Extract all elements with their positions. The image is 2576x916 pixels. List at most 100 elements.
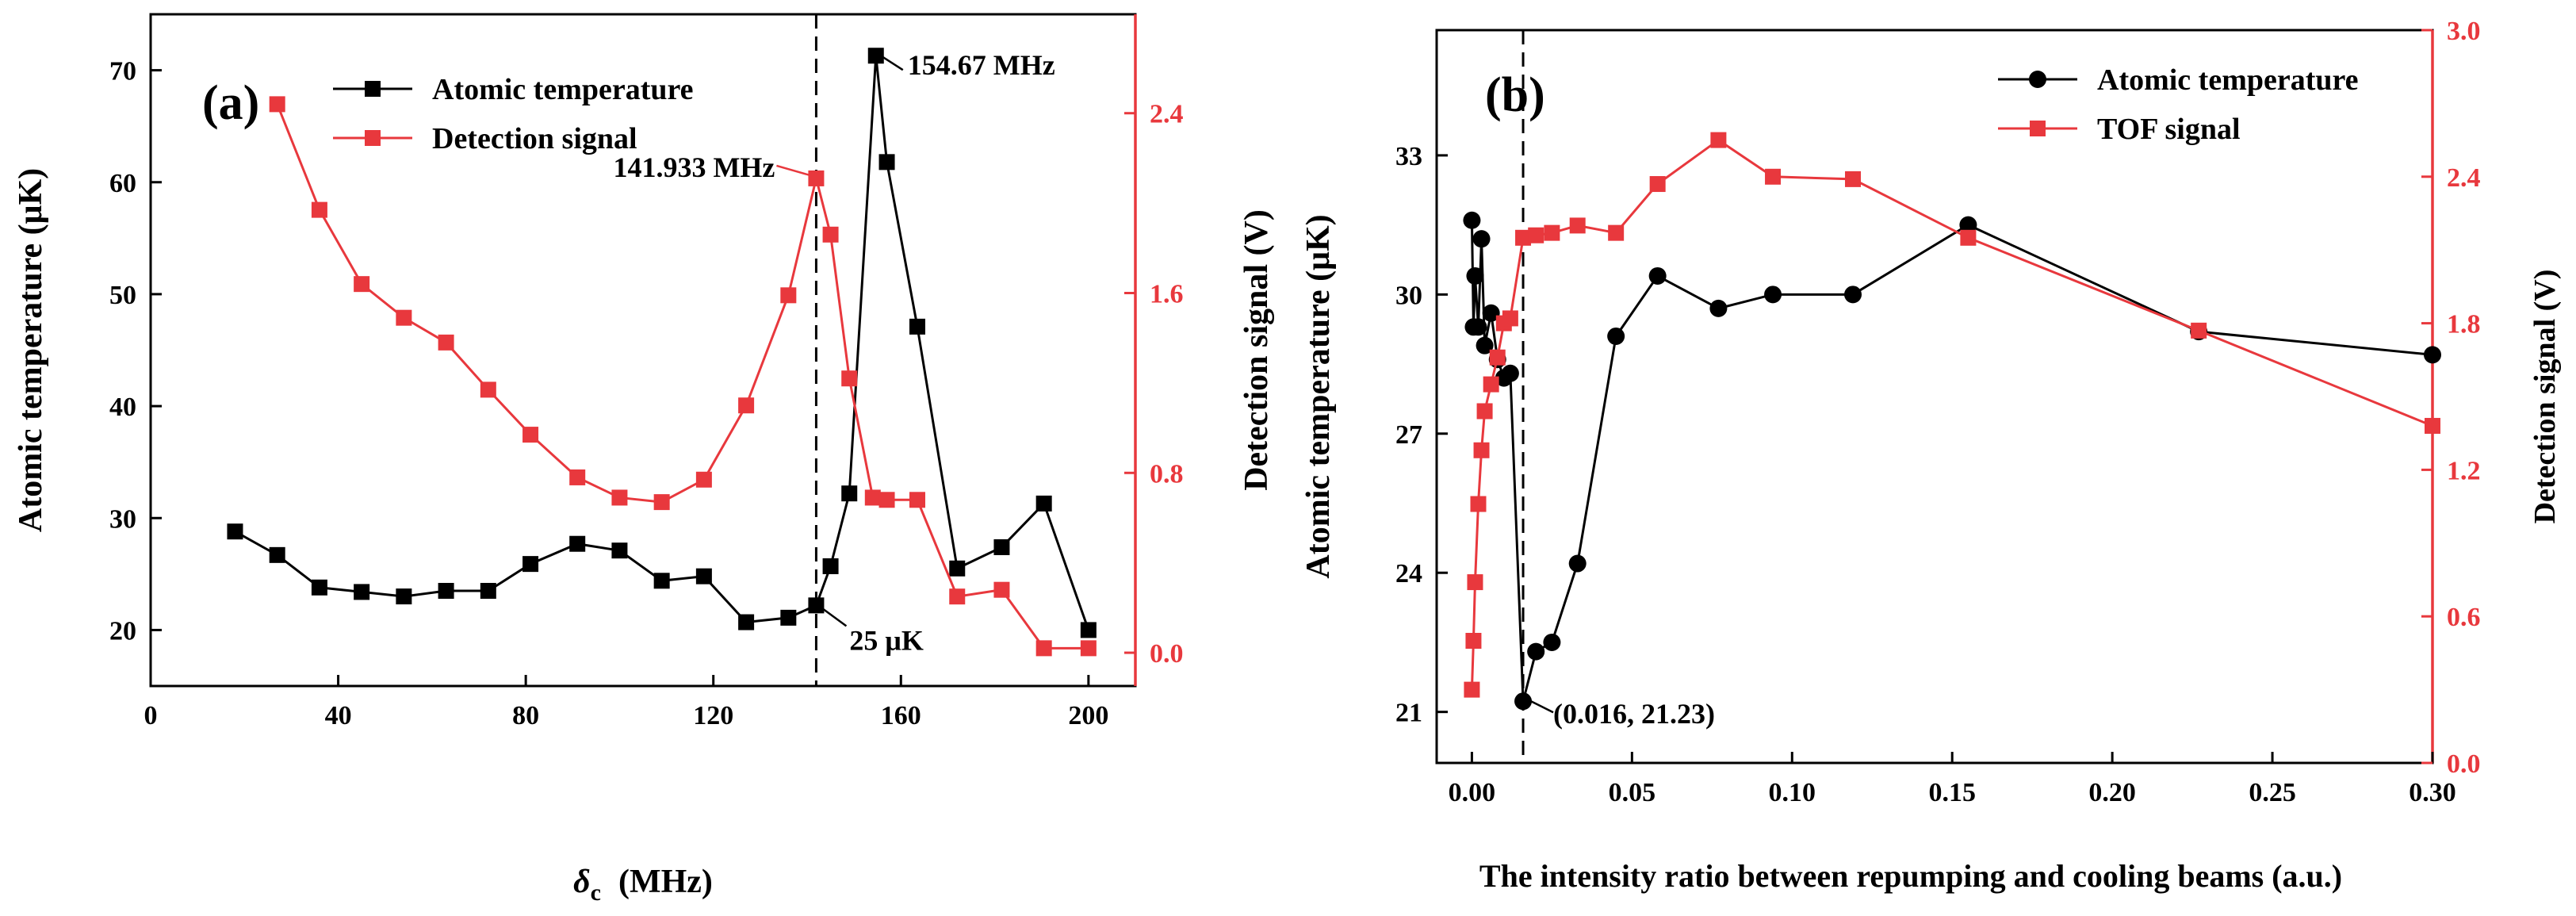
data-point (354, 584, 370, 600)
data-point (1607, 327, 1625, 345)
data-point (1466, 266, 1484, 285)
y-right-tick-label: 1.6 (1150, 279, 1184, 309)
data-point (1470, 496, 1487, 512)
x-axis-unit: (MHz) (618, 864, 713, 900)
y-left-tick-label: 20 (109, 616, 136, 646)
y-right-tick-label: 1.8 (2447, 310, 2481, 339)
x-tick-label: 0.05 (1609, 778, 1656, 807)
data-point (1035, 640, 1052, 657)
data-point (1960, 229, 1977, 246)
data-point (1543, 633, 1561, 651)
data-point (695, 568, 712, 584)
data-point (808, 170, 825, 186)
data-point (569, 535, 586, 552)
data-point (780, 609, 797, 626)
data-point (569, 469, 586, 485)
data-point (949, 588, 966, 605)
annotation-peak-label: 154.67 MHz (908, 49, 1055, 81)
annotation-signal-label: 141.933 MHz (613, 151, 775, 183)
panel-b: 0.00 0.05 0.10 0.15 0.20 0.25 0.30 21 24 27 30 33 0.… (1300, 17, 2562, 894)
data-point (1844, 286, 1862, 304)
data-point (1765, 168, 1782, 185)
data-point (780, 287, 797, 304)
data-point (1080, 640, 1097, 657)
data-point (1489, 349, 1506, 366)
data-point (878, 492, 895, 508)
y-left-axis-title: Atomic temperature (μK) (13, 168, 49, 532)
annotation-leader (880, 55, 904, 71)
y-left-axis-title: Atomic temperature (μK) (1300, 214, 1337, 578)
data-point (1569, 217, 1586, 234)
data-point (695, 471, 712, 488)
data-point (1514, 692, 1533, 711)
x-tick-label: 200 (1068, 701, 1108, 730)
data-point (909, 318, 925, 335)
data-point (1959, 216, 1977, 234)
data-point (311, 201, 327, 218)
y-right-tick-label: 0.8 (1150, 459, 1184, 489)
data-point (878, 154, 895, 171)
data-point (522, 427, 539, 443)
y-right-axis-title: Detection signal (V) (2528, 270, 2562, 524)
data-point (1469, 318, 1487, 336)
y-left-tick-label: 50 (109, 281, 136, 310)
x-tick-label: 0.30 (2409, 778, 2456, 807)
y-right-tick-label: 0.0 (2447, 749, 2481, 779)
x-tick-label: 0.20 (2088, 778, 2136, 807)
x-tick-label: 0.25 (2249, 778, 2296, 807)
y-left-tick-label: 33 (1395, 142, 1422, 171)
panel-label: (a) (202, 76, 259, 130)
legend-label: Atomic temperature (432, 73, 694, 106)
x-tick-label: 0 (144, 701, 158, 730)
annotation-leader (1530, 700, 1554, 714)
data-point (2424, 346, 2441, 364)
data-point (1465, 633, 1482, 649)
data-point (1845, 171, 1862, 187)
data-point (808, 597, 825, 614)
legend-label: TOF signal (2097, 113, 2241, 146)
data-point (841, 370, 858, 387)
data-point (480, 583, 496, 600)
y-right-tick-label: 2.4 (2447, 163, 2481, 193)
data-point (396, 588, 412, 605)
y-right-tick-label: 3.0 (2447, 17, 2481, 46)
data-point (480, 381, 496, 398)
data-point (1463, 211, 1481, 229)
data-point (841, 485, 858, 502)
data-point (993, 581, 1010, 598)
legend-marker (365, 130, 381, 146)
data-point (1502, 310, 1518, 327)
annotation-temp-label: 25 μK (849, 624, 923, 656)
series-line-signal (1470, 138, 2433, 690)
legend-marker (2030, 121, 2046, 136)
y-left-tick-label: 30 (1395, 281, 1422, 310)
plot-frame (1435, 29, 2434, 765)
data-point (1080, 622, 1097, 638)
y-left-tick-label: 40 (109, 393, 136, 422)
data-point (864, 489, 881, 506)
y-left-tick-label: 30 (109, 504, 136, 534)
data-point (1527, 642, 1545, 661)
data-point (653, 573, 670, 589)
data-point (738, 614, 755, 630)
x-axis-title: δc (MHz) (573, 864, 713, 906)
legend-marker (365, 81, 381, 97)
legend-marker (2029, 71, 2046, 88)
legend-label: Detection signal (432, 122, 637, 155)
data-point (396, 309, 412, 326)
x-axis-title: The intensity ratio between repumping an… (1479, 858, 2342, 894)
data-point (1483, 376, 1499, 393)
series-line-signal (276, 103, 1089, 650)
annotation-leader (776, 164, 810, 177)
data-point (1608, 224, 1625, 241)
series-line-temperature (1470, 220, 2433, 702)
data-point (1568, 554, 1587, 573)
data-point (653, 494, 670, 511)
data-point (611, 489, 628, 506)
y-left-tick-label: 60 (109, 169, 136, 198)
data-point (438, 334, 454, 351)
data-point (1649, 176, 1666, 193)
data-point (822, 558, 839, 574)
data-point (949, 560, 966, 577)
